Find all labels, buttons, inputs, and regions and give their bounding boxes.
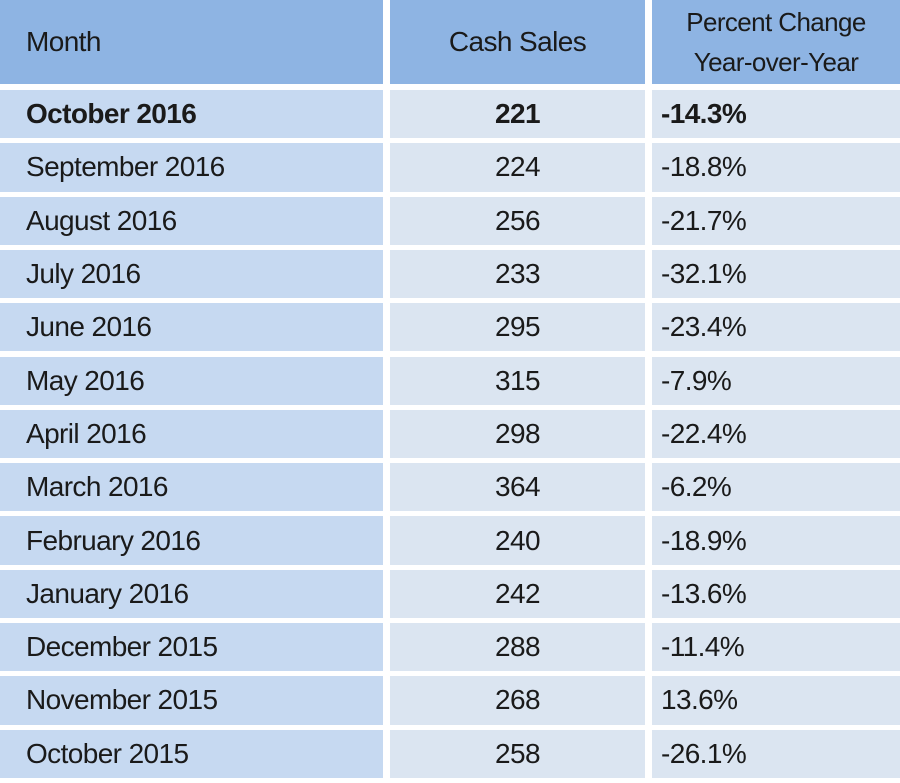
body-cell: -11.4% bbox=[652, 623, 900, 672]
body-cell: 268 bbox=[390, 676, 645, 725]
body-cell: -18.9% bbox=[652, 516, 900, 565]
body-cell-text: 315 bbox=[495, 364, 541, 396]
body-cell-text: -14.3% bbox=[661, 98, 747, 130]
body-cell: January 2016 bbox=[0, 569, 383, 618]
body-cell: -32.1% bbox=[652, 249, 900, 299]
header-cell: Percent Change Year-over-Year bbox=[652, 0, 900, 84]
body-cell-text: August 2016 bbox=[26, 204, 177, 236]
body-cell-text: 258 bbox=[495, 737, 541, 769]
body-cell-text: -18.8% bbox=[661, 151, 747, 183]
body-cell-text: February 2016 bbox=[26, 524, 201, 556]
body-cell-text: -22.4% bbox=[661, 417, 747, 449]
body-cell: -14.3% bbox=[652, 90, 900, 139]
body-cell-text: 233 bbox=[495, 258, 541, 290]
body-cell-text: -11.4% bbox=[661, 631, 745, 663]
body-cell: 221 bbox=[390, 90, 645, 139]
body-cell-text: May 2016 bbox=[26, 364, 145, 396]
body-cell: April 2016 bbox=[0, 409, 383, 459]
header-cell-text: Month bbox=[26, 26, 101, 57]
body-cell: October 2016 bbox=[0, 90, 383, 139]
body-cell-text: July 2016 bbox=[26, 258, 141, 290]
body-cell: 315 bbox=[390, 356, 645, 405]
body-cell-text: -32.1% bbox=[661, 258, 747, 290]
body-cell-text: 240 bbox=[495, 524, 541, 556]
body-cell-text: November 2015 bbox=[26, 684, 218, 716]
body-cell-text: -26.1% bbox=[661, 737, 747, 769]
body-cell: 256 bbox=[390, 196, 645, 245]
body-cell-text: -13.6% bbox=[661, 577, 747, 609]
header-cell: Cash Sales bbox=[390, 0, 645, 84]
body-cell: -6.2% bbox=[652, 463, 900, 512]
body-cell-text: -6.2% bbox=[661, 471, 732, 503]
body-cell: 224 bbox=[390, 143, 645, 192]
body-cell: March 2016 bbox=[0, 463, 383, 512]
body-cell-text: 221 bbox=[495, 98, 541, 130]
body-cell-text: March 2016 bbox=[26, 471, 168, 503]
header-cell: Month bbox=[0, 0, 383, 84]
body-cell-text: June 2016 bbox=[26, 311, 152, 343]
body-cell: -23.4% bbox=[652, 303, 900, 352]
body-cell: October 2015 bbox=[0, 729, 383, 778]
body-cell: 13.6% bbox=[652, 676, 900, 725]
body-cell-text: 224 bbox=[495, 151, 541, 183]
body-cell-text: 288 bbox=[495, 631, 541, 663]
body-cell: May 2016 bbox=[0, 356, 383, 405]
body-cell-text: October 2015 bbox=[26, 737, 189, 769]
body-cell-text: -21.7% bbox=[661, 204, 747, 236]
body-cell-text: 298 bbox=[495, 417, 541, 449]
body-cell: 240 bbox=[390, 516, 645, 565]
body-cell: -26.1% bbox=[652, 729, 900, 778]
body-cell: -18.8% bbox=[652, 143, 900, 192]
body-cell-text: 364 bbox=[495, 471, 541, 503]
body-cell: 364 bbox=[390, 463, 645, 512]
body-cell: -7.9% bbox=[652, 356, 900, 405]
body-cell: November 2015 bbox=[0, 676, 383, 725]
body-cell: September 2016 bbox=[0, 143, 383, 192]
body-cell: 298 bbox=[390, 409, 645, 459]
body-cell-text: -7.9% bbox=[661, 364, 732, 396]
body-cell: February 2016 bbox=[0, 516, 383, 565]
body-cell-text: 256 bbox=[495, 204, 541, 236]
header-cell-text: Cash Sales bbox=[448, 26, 587, 57]
body-cell-text: -18.9% bbox=[661, 524, 747, 556]
body-cell-text: December 2015 bbox=[26, 631, 218, 663]
body-cell-text: 242 bbox=[495, 577, 541, 609]
body-cell-text: October 2016 bbox=[26, 98, 197, 130]
body-cell-text: January 2016 bbox=[26, 577, 189, 609]
body-cell-text: 13.6% bbox=[661, 684, 738, 716]
header-cell-text: Percent Change Year-over-Year bbox=[686, 7, 866, 77]
body-cell-text: September 2016 bbox=[26, 151, 225, 183]
body-cell-text: 268 bbox=[495, 684, 541, 716]
body-cell: 233 bbox=[390, 249, 645, 299]
body-cell-text: -23.4% bbox=[661, 311, 747, 343]
body-cell: December 2015 bbox=[0, 623, 383, 672]
body-cell: July 2016 bbox=[0, 249, 383, 299]
body-cell: 288 bbox=[390, 623, 645, 672]
body-cell: -13.6% bbox=[652, 569, 900, 618]
body-cell: 258 bbox=[390, 729, 645, 778]
body-cell: 242 bbox=[390, 569, 645, 618]
body-cell: -21.7% bbox=[652, 196, 900, 245]
body-cell: June 2016 bbox=[0, 303, 383, 352]
body-cell: August 2016 bbox=[0, 196, 383, 245]
body-cell-text: April 2016 bbox=[26, 417, 147, 449]
body-cell: 295 bbox=[390, 303, 645, 352]
body-cell: -22.4% bbox=[652, 409, 900, 459]
body-cell-text: 295 bbox=[495, 311, 541, 343]
